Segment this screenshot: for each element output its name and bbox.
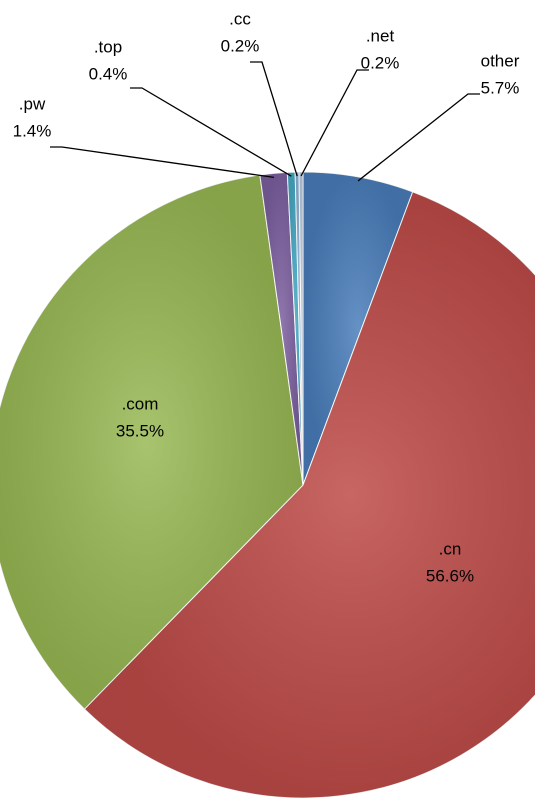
leader-line xyxy=(357,93,480,182)
category-label: .com xyxy=(122,394,159,413)
category-label: .top xyxy=(94,37,122,56)
value-label: 5.7% xyxy=(481,78,520,97)
category-label: .pw xyxy=(19,94,46,113)
leader-line xyxy=(250,61,298,177)
category-label: other xyxy=(481,51,520,70)
value-label: 0.4% xyxy=(89,64,128,83)
value-label: 35.5% xyxy=(116,421,164,440)
category-label: .cn xyxy=(439,539,462,558)
category-label: .net xyxy=(366,26,395,45)
category-label: .cc xyxy=(229,9,251,28)
leader-line xyxy=(50,146,275,179)
leader-line xyxy=(300,69,369,177)
value-label: 0.2% xyxy=(361,53,400,72)
value-label: 56.6% xyxy=(426,566,474,585)
value-label: 0.2% xyxy=(221,36,260,55)
leader-line xyxy=(130,87,292,177)
labels: other 5.7% .cn 56.6% .com 35.5% .pw 1.4% .top 0.4… xyxy=(13,9,520,585)
value-label: 1.4% xyxy=(13,121,52,140)
pie xyxy=(0,171,535,799)
